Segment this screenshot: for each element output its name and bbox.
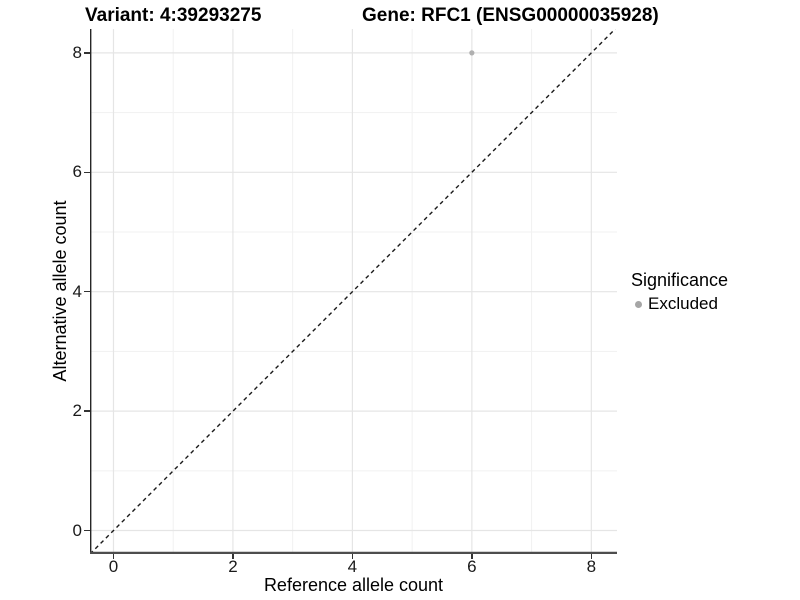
y-tick-mark <box>84 410 90 412</box>
legend-item-label: Excluded <box>648 294 718 313</box>
x-tick-mark <box>351 554 354 559</box>
data-point <box>469 50 475 56</box>
y-tick-label: 4 <box>72 281 82 301</box>
x-tick-label: 6 <box>467 557 477 576</box>
x-tick-label: 2 <box>228 557 238 576</box>
x-tick-label: 0 <box>108 557 119 576</box>
y-tick-label: 2 <box>72 401 82 421</box>
plot-title-variant: Variant: 4:39293275 <box>85 5 262 26</box>
y-tick-label: 8 <box>72 42 82 62</box>
legend-title: Significance <box>631 270 729 290</box>
y-tick-mark <box>84 290 90 293</box>
y-tick-mark <box>84 529 90 532</box>
y-tick-label: 6 <box>72 162 82 182</box>
y-tick-label: 0 <box>72 520 82 540</box>
legend-item-excluded: Excluded <box>631 294 728 314</box>
plot-panel <box>90 29 617 554</box>
x-tick-label: 4 <box>347 557 358 576</box>
x-tick-label: 8 <box>586 557 597 576</box>
x-tick-mark <box>112 554 115 559</box>
identity-reference-line <box>90 29 616 554</box>
legend: Significance Excluded <box>631 270 728 314</box>
x-tick-mark <box>590 554 593 559</box>
x-tick-mark <box>471 554 473 559</box>
x-tick-mark <box>232 554 234 559</box>
y-tick-mark <box>84 171 90 174</box>
legend-point-icon <box>635 300 642 308</box>
x-axis-title: Reference allele count <box>263 575 444 595</box>
y-tick-mark <box>84 52 90 54</box>
plot-canvas <box>90 29 617 554</box>
plot-title-gene: Gene: RFC1 (ENSG00000035928) <box>362 5 659 26</box>
